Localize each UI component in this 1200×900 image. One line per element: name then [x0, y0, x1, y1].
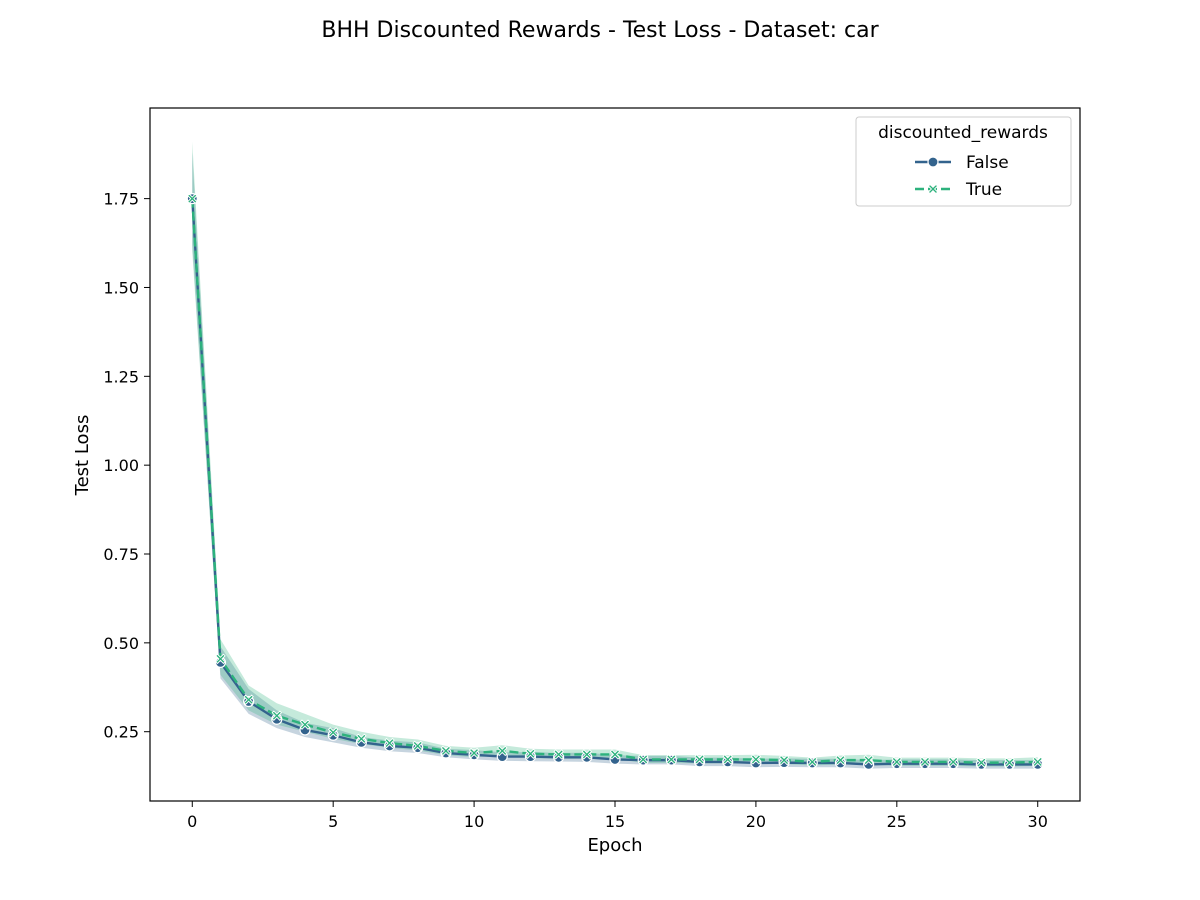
data-point-series-1-2: [243, 694, 254, 705]
data-point-series-1-1: [215, 653, 226, 665]
data-point-series-1-7: [384, 737, 395, 749]
legend: discounted_rewards False True: [855, 116, 1072, 207]
data-point-series-1-19: [722, 754, 733, 765]
data-point-series-1-21: [778, 754, 790, 766]
data-point-series-1-24: [863, 754, 874, 766]
x-tick-label-6: 30: [1028, 812, 1048, 831]
data-point-series-1-17: [666, 754, 677, 765]
data-point-series-1-14: [581, 749, 593, 760]
y-tick-label-6: 1.75: [103, 190, 139, 209]
legend-label-0: False: [966, 153, 1009, 173]
x-tick-label-5: 25: [887, 812, 907, 831]
data-point-series-1-22: [807, 756, 818, 768]
data-point-series-1-28: [976, 757, 987, 768]
data-point-series-1-5: [327, 727, 339, 738]
confidence-bands: [192, 141, 1038, 769]
y-tick-label-3: 1.00: [103, 456, 139, 475]
x-axis-label: Epoch: [587, 835, 642, 856]
legend-box: [855, 116, 1072, 207]
series-line-0: [191, 198, 1038, 766]
legend-marker-1: [927, 183, 939, 195]
data-point-series-1-10: [468, 747, 480, 759]
data-point-series-1-9: [440, 745, 452, 757]
data-point-series-1-25: [891, 756, 903, 768]
y-axis-label: Test Loss: [72, 415, 93, 497]
y-axis-ticks: 0.25 0.50 0.75 1.00 1.25 1.50 1.75: [103, 190, 150, 742]
x-tick-label-3: 15: [605, 812, 625, 831]
legend-entries: False True: [915, 153, 1009, 200]
series-lines: [191, 198, 1038, 766]
data-point-series-1-29: [1004, 757, 1015, 768]
data-point-series-1-0: [187, 193, 198, 204]
x-tick-label-4: 20: [746, 812, 766, 831]
legend-marker-0: [927, 156, 939, 168]
data-point-series-1-6: [356, 733, 367, 745]
x-axis-ticks: 0 5 10 15 20 25 30: [187, 801, 1048, 831]
data-point-series-1-27: [947, 756, 959, 768]
data-point-series-0-19: [722, 756, 734, 768]
legend-title: discounted_rewards: [878, 123, 1048, 143]
data-point-series-1-12: [525, 748, 536, 759]
data-point-series-1-3: [271, 710, 283, 721]
data-point-series-1-15: [609, 749, 621, 760]
chart-title: BHH Discounted Rewards - Test Loss - Dat…: [321, 18, 879, 43]
data-point-series-0-18: [693, 756, 706, 768]
y-tick-label-0: 0.25: [103, 723, 139, 742]
data-point-series-1-13: [553, 749, 564, 760]
data-point-series-1-30: [1032, 756, 1043, 768]
y-tick-label-1: 0.50: [103, 634, 139, 653]
data-point-series-1-26: [919, 756, 931, 768]
data-point-series-1-8: [412, 740, 423, 752]
series-markers: [186, 193, 1044, 770]
data-point-series-1-23: [835, 754, 846, 766]
y-tick-label-4: 1.25: [103, 367, 139, 386]
data-point-series-0-30: [1032, 758, 1044, 770]
x-tick-label-2: 10: [464, 812, 484, 831]
legend-label-1: True: [965, 180, 1002, 200]
y-tick-label-5: 1.50: [103, 278, 139, 297]
data-point-series-0-21: [778, 757, 790, 769]
data-point-series-1-16: [637, 754, 649, 765]
ci-band-series-0: [192, 152, 1038, 769]
y-tick-label-2: 0.75: [103, 545, 139, 564]
plot-frame: [149, 107, 1081, 802]
ci-band-series-1: [192, 141, 1038, 767]
x-tick-label-1: 5: [328, 812, 338, 831]
data-point-series-1-11: [497, 745, 508, 757]
data-point-series-1-4: [299, 719, 311, 730]
x-tick-label-0: 0: [187, 812, 197, 831]
series-line-1: [191, 198, 1038, 764]
data-point-series-1-18: [694, 754, 705, 765]
data-point-series-1-20: [750, 754, 762, 765]
